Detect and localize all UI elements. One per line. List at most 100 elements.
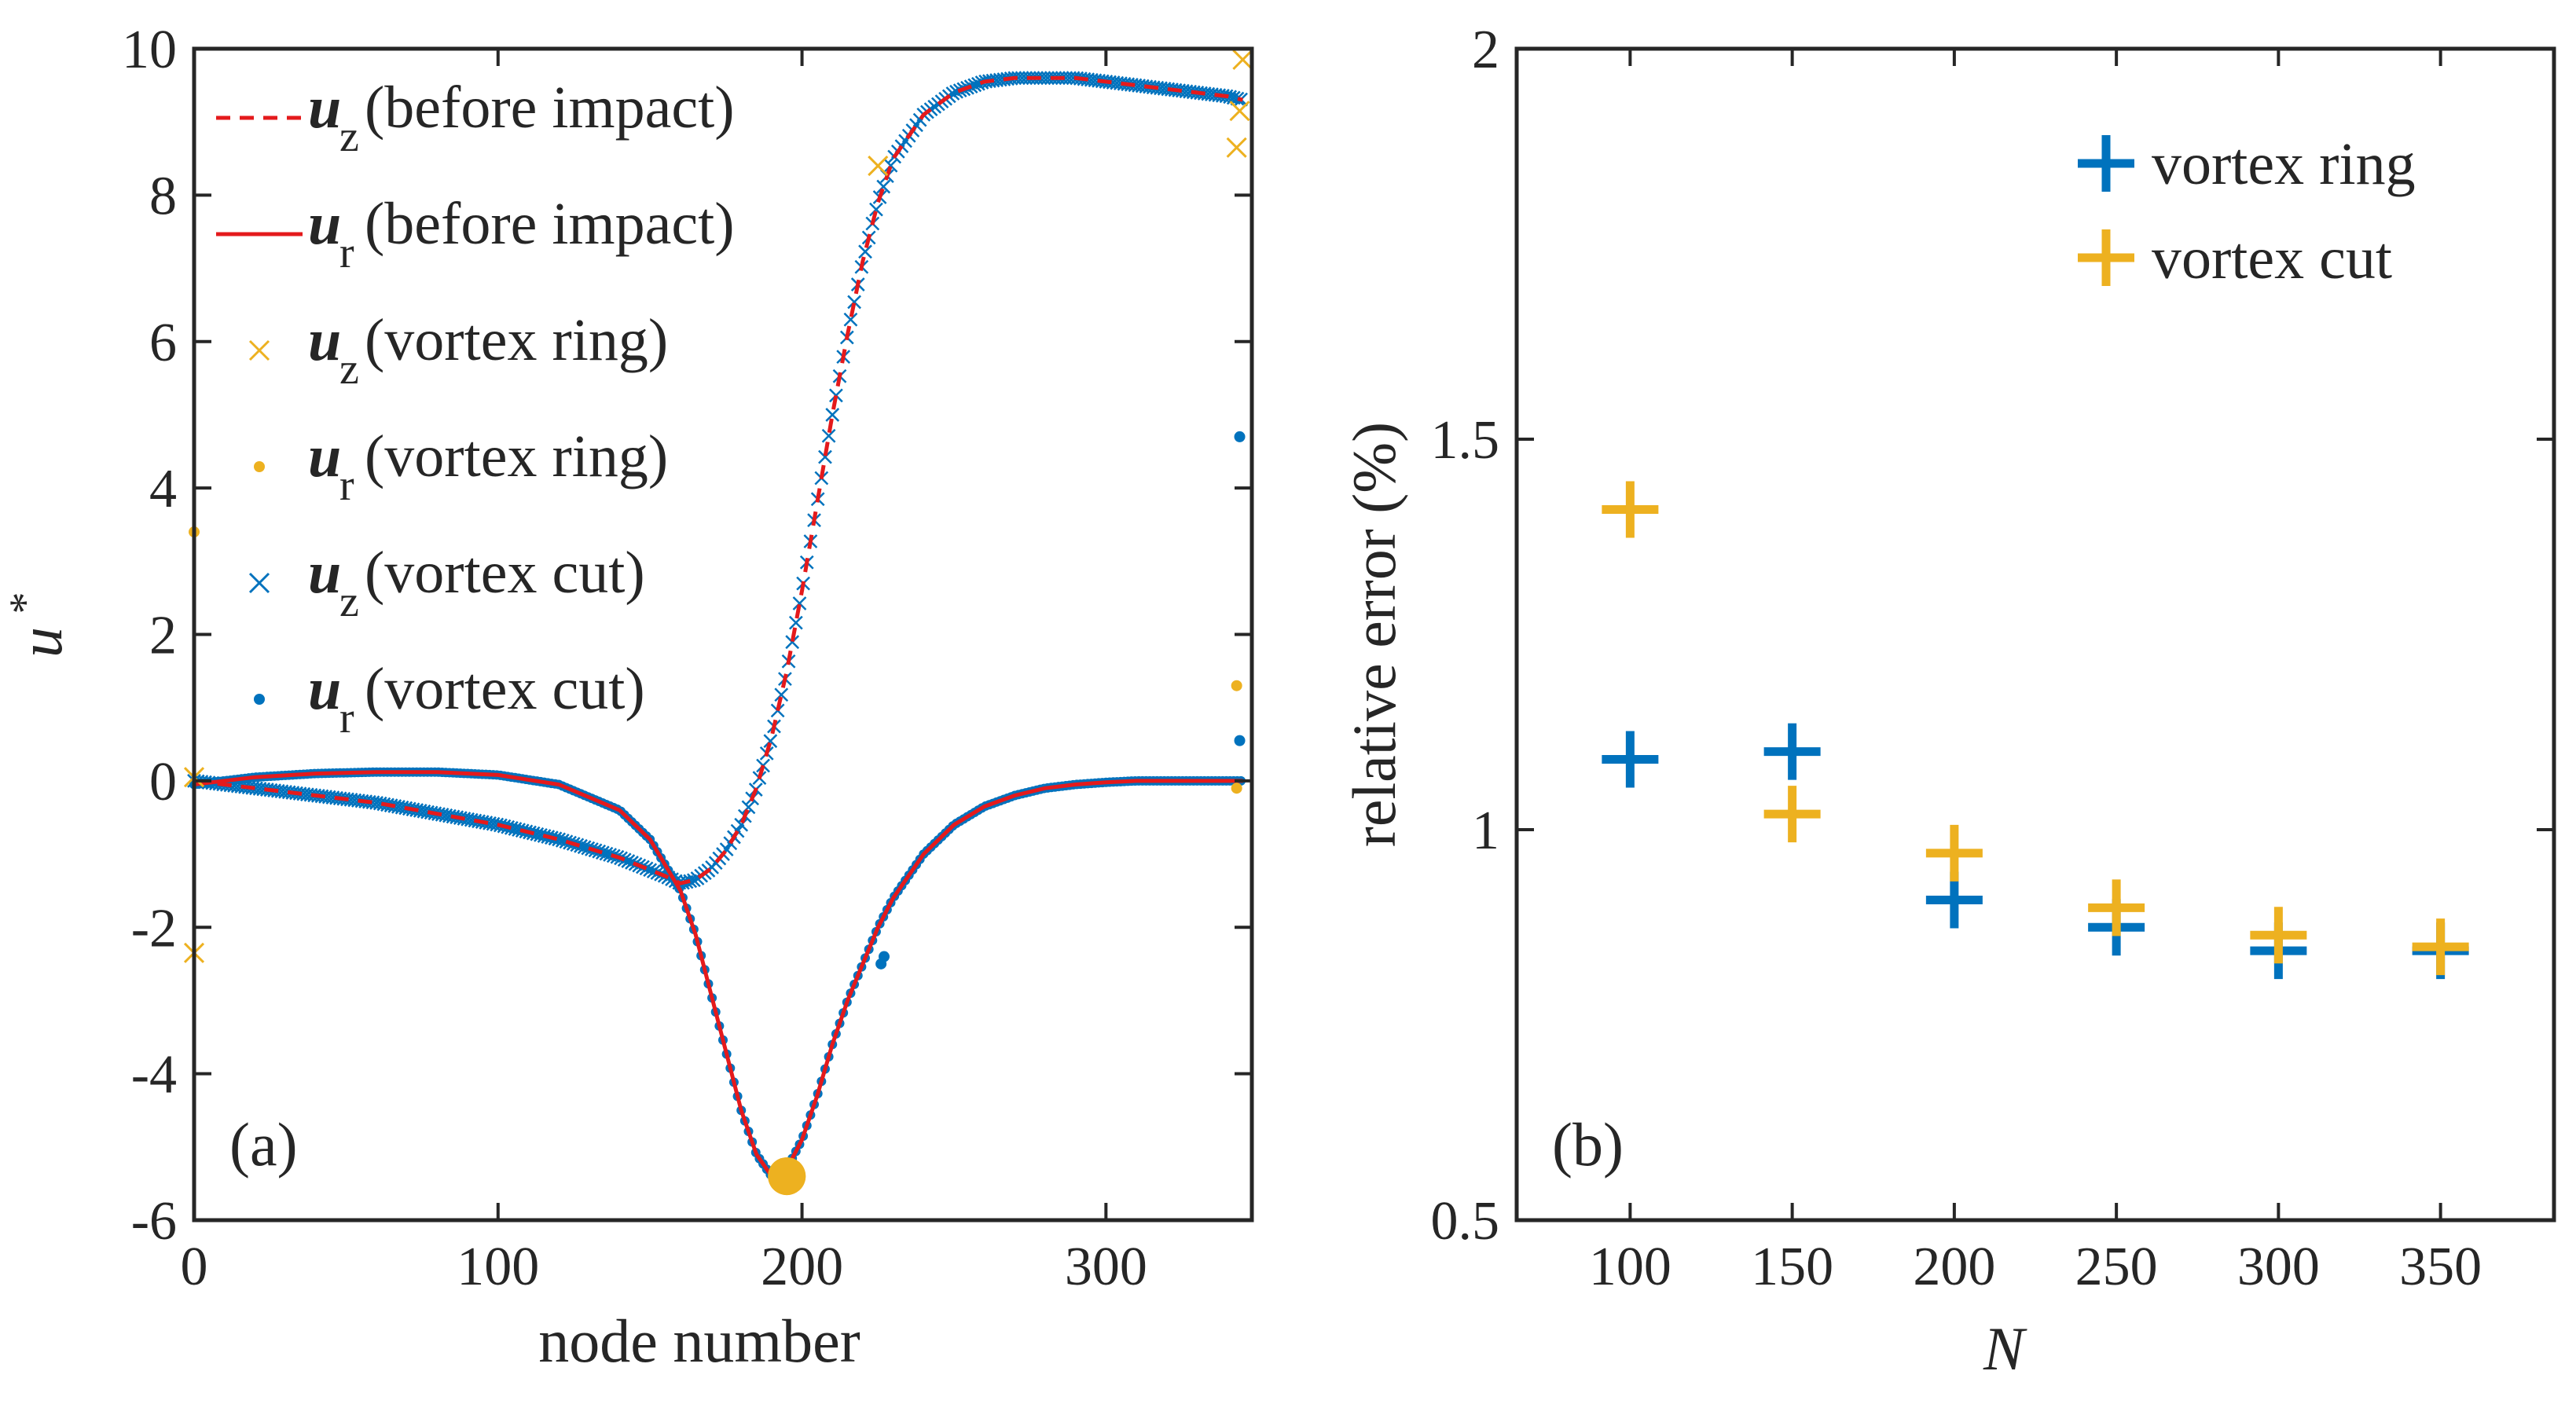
y-tick-label: 1 xyxy=(1472,801,1499,861)
vortex-ring-marker xyxy=(1602,731,1659,788)
uz-vortex-cut-marker-stroke xyxy=(821,428,836,443)
legend-entry: vortex cut xyxy=(2078,225,2392,291)
outlier-x-stroke xyxy=(1226,137,1247,158)
uz-vortex-cut-marker-stroke xyxy=(643,863,658,878)
legend-text: (vortex cut) xyxy=(365,540,645,606)
uz-vortex-cut-marker xyxy=(843,312,858,327)
uz-vortex-cut-marker-stroke xyxy=(785,635,800,650)
uz-vortex-cut-marker xyxy=(788,615,803,630)
uz-vortex-cut-marker-stroke xyxy=(413,804,427,818)
uz-vortex-cut-marker-stroke xyxy=(577,840,592,855)
uz-vortex-cut-marker-stroke xyxy=(464,812,479,827)
uz-vortex-cut-marker-stroke xyxy=(788,615,803,630)
uz-before-impact-line xyxy=(193,75,1243,885)
legend-dot-swatch xyxy=(254,694,265,705)
x-tick-label: 350 xyxy=(2399,1237,2482,1297)
x-tick-label: 150 xyxy=(1751,1237,1833,1297)
uz-vortex-cut-marker xyxy=(734,817,749,832)
panel-a-data xyxy=(183,49,1253,1196)
panel-b-label: (b) xyxy=(1552,1110,1624,1179)
uz-vortex-cut-marker xyxy=(821,428,836,443)
panel-a-label: (a) xyxy=(229,1110,298,1179)
uz-vortex-cut-marker xyxy=(967,78,982,93)
uz-vortex-cut-marker-stroke xyxy=(734,817,749,832)
uz-vortex-cut-marker-stroke xyxy=(1223,90,1238,104)
uz-vortex-cut-marker-stroke xyxy=(646,864,661,879)
vortex-cut-marker xyxy=(1925,824,1983,882)
y-tick-label: 6 xyxy=(149,313,177,373)
uz-vortex-cut-marker-stroke xyxy=(625,856,639,870)
outlier-x-marker xyxy=(1226,137,1247,158)
legend-variable: u xyxy=(308,75,341,141)
y-tick-label: -2 xyxy=(131,898,177,959)
legend-subscript: r xyxy=(339,694,354,742)
vortex-cut-marker xyxy=(2088,879,2145,937)
uz-vortex-cut-marker xyxy=(785,635,800,650)
uz-vortex-cut-marker xyxy=(825,408,840,422)
legend-subscript: z xyxy=(339,345,359,394)
outlier-x-marker xyxy=(1232,49,1253,71)
outlier-dot-marker xyxy=(1234,735,1246,746)
uz-vortex-cut-marker-stroke xyxy=(420,805,435,819)
x-tick-label: 200 xyxy=(1913,1237,1995,1297)
x-tick-label: 300 xyxy=(2237,1237,2320,1297)
uz-vortex-cut-marker xyxy=(828,388,843,403)
outlier-x-marker xyxy=(868,156,889,177)
uz-vortex-cut-marker-stroke xyxy=(369,795,383,810)
uz-vortex-cut-marker-stroke xyxy=(876,179,891,194)
uz-vortex-cut-marker-stroke xyxy=(483,816,497,830)
uz-vortex-cut-marker-stroke xyxy=(599,846,614,861)
uz-vortex-cut-marker-stroke xyxy=(530,827,545,841)
y-tick-label: 0 xyxy=(149,752,177,812)
uz-vortex-cut-marker xyxy=(646,864,661,879)
legend-variable: u xyxy=(308,656,341,722)
uz-vortex-cut-marker-stroke xyxy=(818,449,832,464)
uz-vortex-cut-marker-stroke xyxy=(574,838,588,853)
uz-vortex-cut-marker-stroke xyxy=(365,795,380,810)
vortex-cut-marker xyxy=(1602,481,1659,538)
outlier-dot-marker xyxy=(1234,431,1246,442)
x-tick-label: 0 xyxy=(181,1237,208,1297)
uz-vortex-cut-marker xyxy=(621,854,636,868)
uz-vortex-cut-marker xyxy=(741,800,756,815)
vortex-cut-marker xyxy=(2250,907,2307,964)
x-tick-label: 250 xyxy=(2075,1237,2158,1297)
uz-vortex-cut-marker xyxy=(876,179,891,194)
uz-vortex-cut-marker-stroke xyxy=(883,158,898,173)
legend-variable: u xyxy=(308,191,341,257)
panel-b-axes-frame xyxy=(1514,46,2556,1223)
y-tick-label: 8 xyxy=(149,166,177,226)
uz-vortex-cut-marker-stroke xyxy=(394,800,409,815)
uz-vortex-cut-marker xyxy=(625,856,639,870)
legend-text: (vortex ring) xyxy=(365,423,668,489)
uz-vortex-cut-marker-stroke xyxy=(967,78,982,93)
legend-entry: ur (vortex ring) xyxy=(254,423,668,510)
vortex-cut-marker xyxy=(2412,918,2469,976)
uz-vortex-cut-marker-stroke xyxy=(442,808,457,823)
legend-variable: u xyxy=(308,423,341,489)
outlier-dot-marker xyxy=(1231,680,1242,691)
panel-b-legend: vortex ring vortex cut xyxy=(2078,131,2416,291)
uz-vortex-cut-marker-stroke xyxy=(763,734,778,749)
y-tick-label: 10 xyxy=(122,20,177,80)
y-tick-label: 4 xyxy=(149,459,177,519)
uz-vortex-cut-marker-stroke xyxy=(490,817,505,832)
legend-entry: vortex ring xyxy=(2078,131,2416,197)
panel-a-y-axis-superscript: * xyxy=(1,592,50,614)
uz-vortex-cut-marker-stroke xyxy=(621,854,636,868)
uz-vortex-cut-marker-stroke xyxy=(843,312,858,327)
legend-entry: ur (before impact) xyxy=(216,191,735,277)
uz-vortex-cut-marker-stroke xyxy=(825,408,840,422)
uz-vortex-cut-marker-stroke xyxy=(534,827,548,842)
uz-vortex-cut-marker-stroke xyxy=(581,841,596,856)
outlier-x-stroke xyxy=(1229,101,1250,122)
legend-subscript: r xyxy=(339,229,354,277)
uz-vortex-cut-marker-stroke xyxy=(461,812,475,827)
legend-text: vortex ring xyxy=(2152,131,2416,197)
panel-a-y-axis-variable: u xyxy=(6,627,75,658)
legend-entry: uz (vortex cut) xyxy=(248,540,645,626)
legend-text: (before impact) xyxy=(365,75,735,141)
uz-vortex-cut-marker-stroke xyxy=(552,832,567,847)
legend-entry: ur (vortex cut) xyxy=(254,656,645,742)
